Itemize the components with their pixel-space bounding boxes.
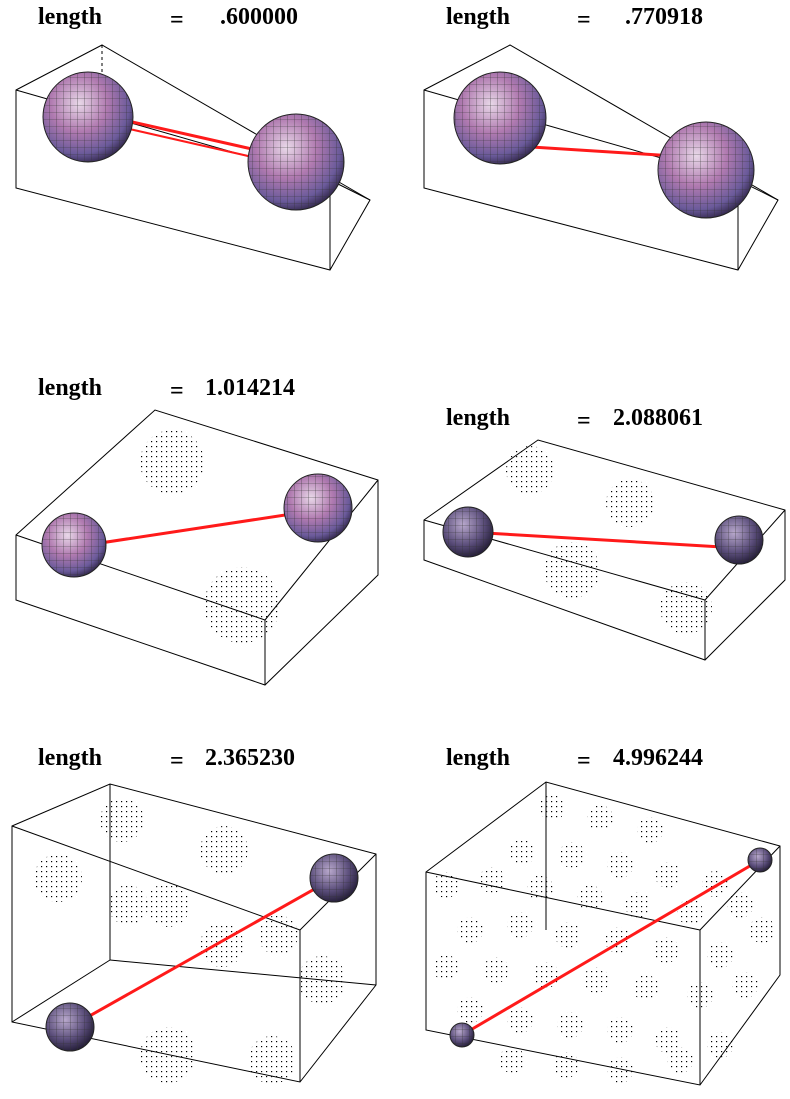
ghost-sphere xyxy=(555,922,581,948)
ghost-sphere xyxy=(527,875,553,901)
ghost-spheres xyxy=(433,795,775,1083)
sphere-left xyxy=(453,71,547,165)
ghost-sphere xyxy=(677,899,703,925)
sphere-right xyxy=(309,853,359,903)
length-label: length xyxy=(446,405,511,431)
ghost-sphere xyxy=(204,567,280,643)
sphere-left xyxy=(442,506,494,558)
sphere-right xyxy=(747,847,773,873)
bond-line xyxy=(467,530,740,550)
ghost-sphere xyxy=(606,479,654,527)
ghost-sphere xyxy=(433,872,459,898)
ghost-sphere xyxy=(483,957,509,983)
bond-line xyxy=(461,858,761,1037)
ghost-sphere xyxy=(655,1027,681,1053)
equals-sign: = xyxy=(170,378,184,404)
box-frame xyxy=(11,783,377,1083)
ghost-sphere xyxy=(544,542,600,598)
ghost-sphere xyxy=(506,446,554,494)
ghost-sphere xyxy=(707,942,733,968)
equals-sign: = xyxy=(170,7,184,33)
equals-sign: = xyxy=(170,748,184,774)
sphere-left xyxy=(449,1022,475,1048)
ghost-sphere xyxy=(660,582,712,634)
ghost-sphere xyxy=(653,937,679,963)
sphere-left xyxy=(45,1002,95,1052)
equals-sign: = xyxy=(577,7,591,33)
sphere-right xyxy=(247,113,345,211)
ghost-sphere xyxy=(557,1012,583,1038)
ghost-sphere xyxy=(553,1052,579,1078)
ghost-sphere xyxy=(509,839,535,865)
sphere-left xyxy=(41,512,107,578)
sphere-right xyxy=(283,473,353,543)
sphere-right xyxy=(657,121,755,219)
ghost-sphere xyxy=(607,1057,633,1083)
ghost-sphere xyxy=(140,430,204,494)
length-value: 1.014214 xyxy=(205,375,295,401)
ghost-sphere xyxy=(749,917,775,943)
ghost-sphere xyxy=(707,1032,733,1058)
ghost-sphere xyxy=(637,817,663,843)
bond-line xyxy=(73,508,319,549)
ghost-sphere xyxy=(633,975,659,1001)
length-value: 4.996244 xyxy=(613,745,703,771)
ghost-sphere xyxy=(607,852,633,878)
length-label: length xyxy=(38,745,103,771)
sphere-right xyxy=(714,515,764,565)
ghost-sphere xyxy=(655,862,681,888)
length-label: length xyxy=(38,4,103,30)
ghost-sphere xyxy=(727,892,753,918)
ghost-sphere xyxy=(457,917,483,943)
ghost-sphere xyxy=(583,967,609,993)
ghost-sphere xyxy=(607,1017,633,1043)
equals-sign: = xyxy=(577,408,591,434)
ghost-sphere xyxy=(499,1047,525,1073)
ghost-sphere xyxy=(507,1007,533,1033)
ghost-sphere xyxy=(433,955,459,981)
length-value: .600000 xyxy=(220,4,298,30)
ghost-sphere xyxy=(479,867,505,893)
length-value: .770918 xyxy=(625,4,703,30)
ghost-sphere xyxy=(732,972,758,998)
length-label: length xyxy=(38,375,103,401)
equals-sign: = xyxy=(577,748,591,774)
length-value: 2.088061 xyxy=(613,405,703,431)
ghost-sphere xyxy=(587,805,613,831)
ghost-sphere xyxy=(577,885,603,911)
ghost-sphere xyxy=(539,795,565,821)
ghost-sphere xyxy=(625,892,651,918)
length-value: 2.365230 xyxy=(205,745,295,771)
sphere-left xyxy=(42,71,134,163)
bond-line xyxy=(69,876,335,1029)
length-label: length xyxy=(446,745,511,771)
ghost-sphere xyxy=(507,912,533,938)
ghost-sphere xyxy=(687,982,713,1008)
ghost-sphere xyxy=(559,842,585,868)
length-label: length xyxy=(446,4,511,30)
ghost-sphere xyxy=(667,1047,693,1073)
ghost-sphere xyxy=(457,997,483,1023)
